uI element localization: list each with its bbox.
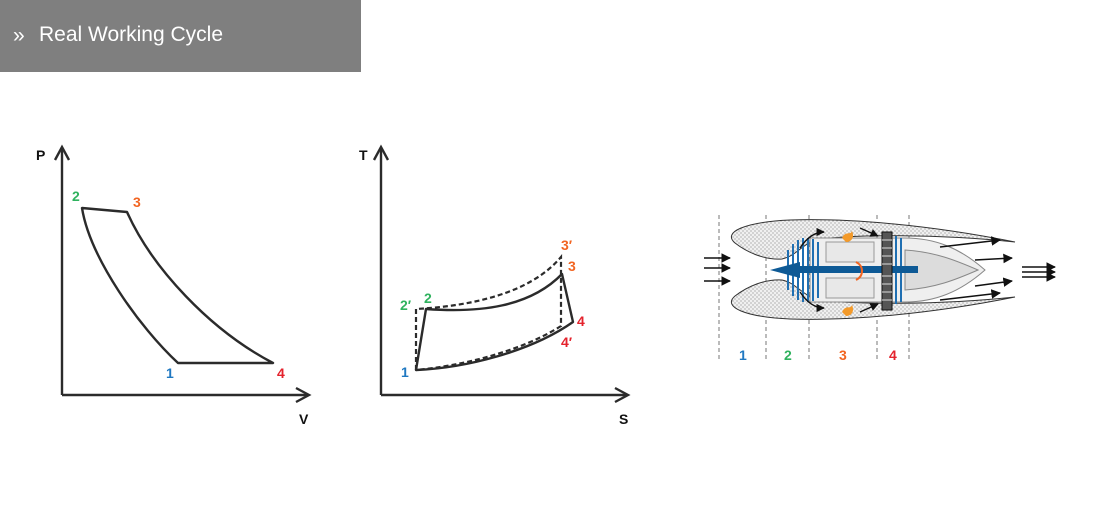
page-title: Real Working Cycle — [39, 23, 224, 46]
pv-cycle-path — [80, 206, 275, 365]
ts-axis-x-label: S — [619, 411, 628, 427]
inlet-flow-arrows — [704, 253, 731, 286]
ts-point-4-label: 4 — [577, 313, 585, 329]
pv-axis-y-label: P — [36, 147, 45, 163]
ts-axes — [372, 144, 631, 404]
section-3-label: 3 — [839, 347, 847, 363]
upper-combustor — [825, 241, 875, 263]
upper-flame-icon — [842, 231, 854, 242]
ts-point-2-label: 2 — [424, 290, 432, 306]
turbojet-engine-illustration: 1 2 3 4 — [704, 215, 1056, 363]
pv-diagram: P V 2 3 1 4 — [36, 144, 312, 427]
ts-point-2p-label: 2′ — [400, 297, 412, 313]
section-4-label: 4 — [889, 347, 897, 363]
section-1-label: 1 — [739, 347, 747, 363]
ts-point-3p-label: 3′ — [561, 237, 573, 253]
pv-axes — [53, 144, 312, 404]
ts-point-3-label: 3 — [568, 258, 576, 274]
thrust-arrows — [1022, 262, 1056, 282]
exhaust-cone — [904, 249, 980, 291]
pv-point-2-label: 2 — [72, 188, 80, 204]
engine-shaft — [800, 266, 918, 273]
turbine-disk-ribs — [882, 239, 892, 301]
lower-nacelle — [730, 279, 1016, 320]
ts-real-cycle-path — [414, 272, 575, 372]
pv-point-3-label: 3 — [133, 194, 141, 210]
ts-point-4p-label: 4′ — [561, 334, 573, 350]
pv-axis-x-label: V — [299, 411, 309, 427]
pv-point-4-label: 4 — [277, 365, 285, 381]
rotation-arrow-icon — [855, 261, 863, 281]
ts-point-1-label: 1 — [401, 364, 409, 380]
ts-ideal-cycle-path — [414, 253, 563, 372]
header-banner: » Real Working Cycle — [0, 0, 361, 72]
pv-point-1-label: 1 — [166, 365, 174, 381]
section-2-label: 2 — [784, 347, 792, 363]
exhaust-flow-arrows — [939, 236, 1013, 301]
ts-diagram: T S 2′ 2 3′ 3 4 4′ 1 — [359, 144, 631, 427]
lower-combustor — [825, 277, 875, 299]
ts-axis-y-label: T — [359, 147, 368, 163]
internal-flow-arrows — [799, 227, 879, 313]
chevron-right-icon: » — [13, 24, 25, 47]
lower-flame-icon — [842, 305, 854, 316]
inlet-spinner — [770, 262, 800, 278]
turbine-disk — [881, 231, 893, 311]
upper-nacelle — [730, 219, 1016, 260]
